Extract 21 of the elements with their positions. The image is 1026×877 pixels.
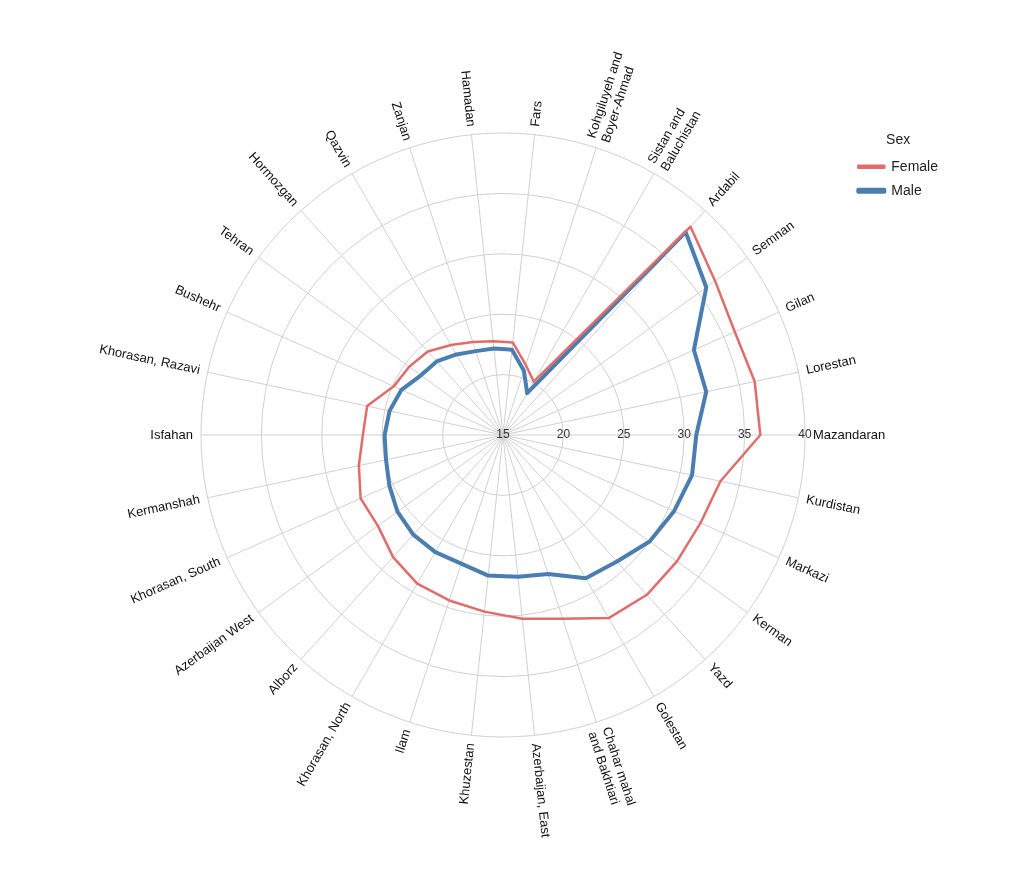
spoke-label: Gilan bbox=[782, 288, 817, 315]
y-tick-label: 35 bbox=[737, 427, 752, 442]
spoke-label: Mazandaran bbox=[813, 426, 886, 442]
legend-label: Male bbox=[891, 181, 922, 198]
spoke-label: Lorestan bbox=[804, 351, 858, 377]
spoke-label: Azerbaijan, East bbox=[528, 742, 554, 839]
spoke-label: Kurdistan bbox=[804, 491, 862, 518]
legend-title: Sex bbox=[886, 130, 911, 147]
spoke-label: Hamadan bbox=[458, 69, 479, 128]
spoke-label: Khuzestan bbox=[455, 742, 478, 806]
legend-label: Female bbox=[891, 157, 939, 174]
y-tick-label: 30 bbox=[677, 427, 692, 442]
spoke-label: Zanjan bbox=[388, 99, 416, 143]
y-tick-label: 25 bbox=[617, 427, 631, 442]
spoke-label: Ilam bbox=[391, 727, 414, 756]
spoke-label: Isfahan bbox=[150, 426, 193, 442]
spoke-label: Khorasan, Razavi bbox=[98, 340, 202, 377]
y-tick-label: 40 bbox=[798, 427, 812, 442]
spoke-label: Fars bbox=[527, 99, 545, 128]
y-tick-label: 15 bbox=[496, 427, 510, 442]
y-tick-label: 20 bbox=[556, 427, 571, 442]
